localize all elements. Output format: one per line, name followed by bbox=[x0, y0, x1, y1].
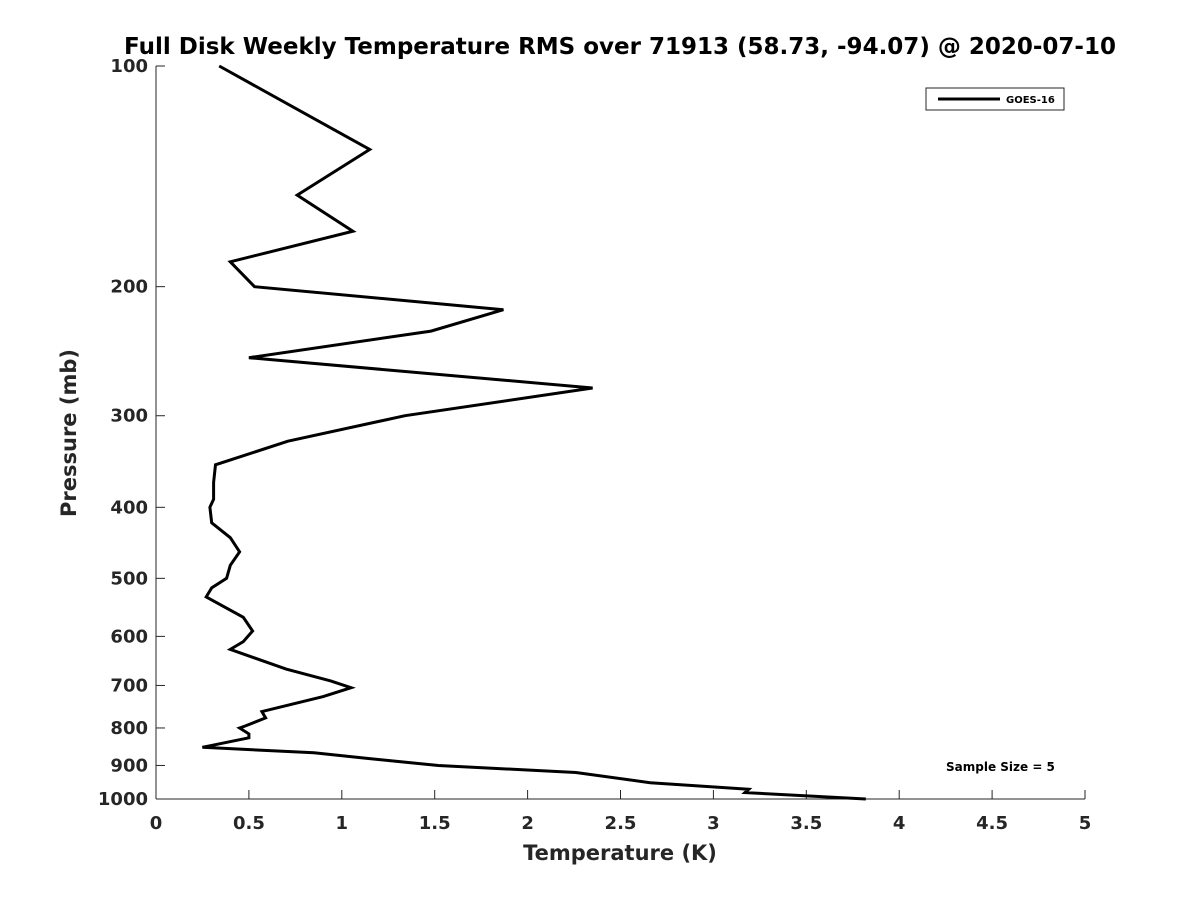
y-axis-label: Pressure (mb) bbox=[57, 349, 81, 517]
x-tick-label: 4 bbox=[893, 813, 906, 834]
y-tick-label: 300 bbox=[110, 406, 148, 427]
x-tick-label: 1 bbox=[336, 813, 349, 834]
x-axis-label: Temperature (K) bbox=[523, 841, 717, 865]
x-axis: 0 0.5 1 1.5 2 2.5 3 3.5 4 4.5 5 bbox=[150, 790, 1092, 834]
sample-size-annotation: Sample Size = 5 bbox=[946, 760, 1055, 774]
y-tick-label: 900 bbox=[110, 755, 148, 776]
x-tick-label: 2 bbox=[521, 813, 534, 834]
x-tick-label: 4.5 bbox=[976, 813, 1008, 834]
x-tick-label: 3 bbox=[707, 813, 720, 834]
x-tick-label: 0 bbox=[150, 813, 163, 834]
y-axis: 100 200 300 400 500 600 700 800 900 1000 bbox=[98, 56, 165, 810]
y-tick-label: 600 bbox=[110, 626, 148, 647]
x-tick-label: 5 bbox=[1079, 813, 1092, 834]
y-tick-label: 700 bbox=[110, 675, 148, 696]
series-line-goes-16 bbox=[202, 64, 866, 801]
x-tick-label: 3.5 bbox=[790, 813, 822, 834]
y-tick-label: 100 bbox=[110, 56, 148, 77]
chart-title: Full Disk Weekly Temperature RMS over 71… bbox=[124, 34, 1116, 60]
series-layer bbox=[202, 64, 866, 801]
legend: GOES-16 bbox=[925, 87, 1065, 111]
x-tick-label: 2.5 bbox=[605, 813, 637, 834]
y-tick-label: 1000 bbox=[98, 789, 148, 810]
y-tick-label: 500 bbox=[110, 568, 148, 589]
legend-entry-goes-16: GOES-16 bbox=[1006, 95, 1055, 106]
x-tick-label: 0.5 bbox=[233, 813, 265, 834]
y-tick-label: 400 bbox=[110, 497, 148, 518]
y-tick-label: 200 bbox=[110, 277, 148, 298]
x-tick-label: 1.5 bbox=[419, 813, 451, 834]
y-tick-label: 800 bbox=[110, 718, 148, 739]
